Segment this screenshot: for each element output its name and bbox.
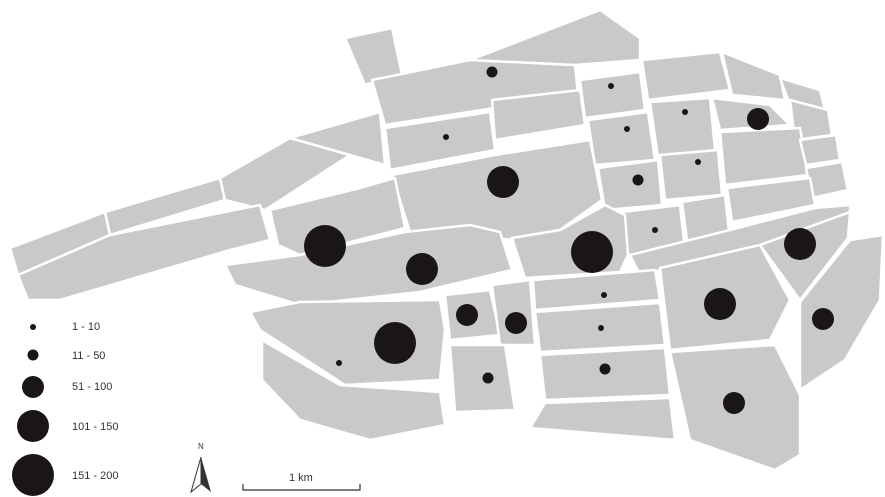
city-blocks	[8, 8, 885, 472]
symbol-center-west	[406, 253, 438, 285]
symbol-center	[571, 231, 613, 273]
city-block	[490, 88, 587, 142]
symbol-grid-col1-row2	[624, 126, 630, 132]
city-block	[223, 223, 514, 307]
proportional-symbols	[304, 66, 834, 414]
symbol-grid-col1-row4	[652, 227, 658, 233]
legend-label: 1 - 10	[72, 321, 100, 333]
scale-bar-line	[242, 484, 361, 491]
legend-symbol	[27, 349, 39, 361]
city-block	[268, 176, 407, 257]
city-block	[658, 148, 724, 202]
symbol-south-west-edge	[336, 360, 342, 366]
symbol-east-corner	[747, 108, 769, 130]
legend-label: 151 - 200	[72, 470, 118, 482]
legend-label: 11 - 50	[72, 350, 105, 362]
legend-symbol	[22, 376, 44, 398]
city-block	[468, 8, 642, 67]
city-block	[640, 50, 732, 102]
symbol-far-east	[812, 308, 834, 330]
symbol-south-center-3	[599, 363, 611, 375]
symbol-upper-center	[487, 166, 519, 198]
city-block	[596, 158, 664, 212]
city-block	[218, 136, 352, 212]
legend-label: 51 - 100	[72, 381, 112, 393]
city-block	[260, 338, 447, 442]
north-label: N	[198, 442, 204, 451]
city-block	[528, 396, 677, 442]
symbol-south-east-low	[723, 392, 745, 414]
city-block	[628, 203, 852, 277]
city-block	[578, 70, 647, 120]
legend: 1 - 10 11 - 50 51 - 100 101 - 150 151 - …	[12, 321, 118, 496]
city-block	[448, 343, 517, 414]
symbol-grid-col1-row1	[608, 83, 614, 89]
legend-label: 101 - 150	[72, 421, 118, 433]
north-arrow-icon	[201, 457, 211, 492]
north-arrow-icon	[190, 456, 202, 494]
legend-symbol	[30, 324, 36, 330]
symbol-south-small	[482, 372, 494, 384]
symbol-west-large	[304, 225, 346, 267]
symbol-north-strip	[486, 66, 498, 78]
symbol-south-west-large	[374, 322, 416, 364]
symbol-south-east	[704, 288, 736, 320]
symbol-south-mid-2	[505, 312, 527, 334]
city-block	[370, 58, 580, 127]
scale-label: 1 km	[289, 472, 313, 484]
legend-symbols	[12, 324, 54, 496]
city-block	[725, 176, 817, 224]
city-block	[798, 133, 842, 167]
city-block	[586, 110, 657, 167]
symbol-grid-col2-row3	[695, 159, 701, 165]
city-block	[798, 233, 885, 392]
symbol-grid-col2-row2	[682, 109, 688, 115]
city-block	[383, 110, 497, 172]
legend-symbol	[12, 454, 54, 496]
symbol-upper-left-middle	[443, 134, 449, 140]
symbol-grid-col1-row3	[632, 174, 644, 186]
city-block	[288, 110, 387, 167]
city-block	[648, 96, 717, 160]
symbol-south-mid-1	[456, 304, 478, 326]
symbol-east-upper	[784, 228, 816, 260]
city-block	[16, 203, 272, 302]
symbol-south-center-1	[601, 292, 607, 298]
scale-bar: 1 km	[242, 472, 361, 491]
north-arrow: N	[190, 442, 211, 494]
city-block	[720, 50, 787, 102]
city-block	[531, 268, 662, 312]
legend-symbol	[17, 410, 49, 442]
symbol-south-center-2	[598, 325, 604, 331]
city-block	[718, 126, 810, 187]
